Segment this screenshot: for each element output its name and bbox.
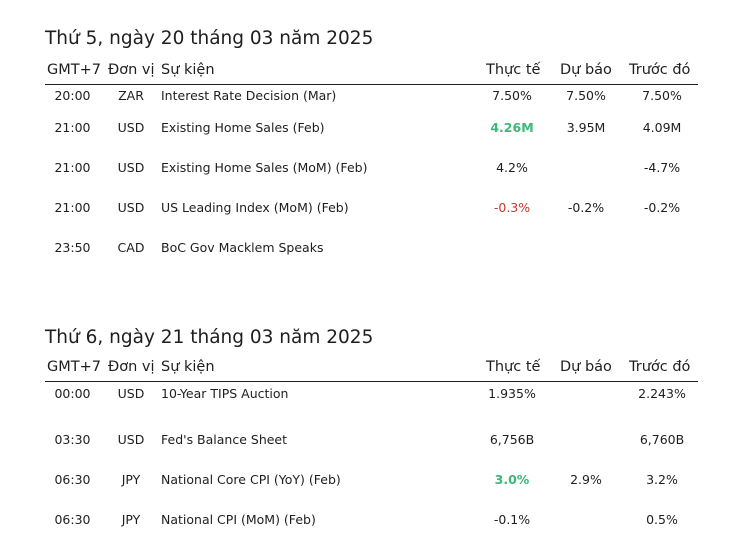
event-previous: -0.2% [643,200,681,215]
event-currency: USD [117,120,145,135]
table-row[interactable]: 00:00 USD 10-Year TIPS Auction 1.935% 2.… [45,386,698,402]
event-currency: CAD [117,240,145,255]
event-previous: 3.2% [646,472,678,487]
header-previous: Trước đó [629,359,691,375]
day-section-1: Thứ 5, ngày 20 tháng 03 năm 2025 GMT+7 Đ… [45,27,698,255]
day-section-2: Thứ 6, ngày 21 tháng 03 năm 2025 GMT+7 Đ… [45,326,698,527]
table-header: GMT+7 Đơn vị Sự kiện Thực tế Dự báo Trướ… [45,353,698,382]
event-name: Interest Rate Decision (Mar) [161,88,337,103]
event-time: 03:30 [54,432,91,447]
event-currency: JPY [121,512,141,527]
event-time: 06:30 [54,472,91,487]
event-time: 20:00 [54,88,91,103]
event-name: National Core CPI (YoY) (Feb) [161,472,341,487]
event-previous: 7.50% [642,88,682,103]
event-actual: -0.3% [493,200,531,215]
header-time: GMT+7 [47,62,101,78]
event-time: 21:00 [54,200,91,215]
table-row[interactable]: 06:30 JPY National Core CPI (YoY) (Feb) … [45,472,698,488]
header-event: Sự kiện [161,359,215,375]
header-forecast: Dự báo [560,62,612,78]
event-currency: ZAR [118,88,144,103]
event-actual: 3.0% [494,472,530,487]
event-previous: 4.09M [642,120,682,135]
event-previous: 0.5% [646,512,678,527]
header-currency: Đơn vị [108,62,155,78]
table-row[interactable]: 21:00 USD Existing Home Sales (Feb) 4.26… [45,120,698,136]
event-time: 21:00 [54,120,91,135]
event-previous: 6,760B [639,432,685,447]
event-name: 10-Year TIPS Auction [161,386,289,401]
event-name: Existing Home Sales (Feb) [161,120,325,135]
table-row[interactable]: 23:50 CAD BoC Gov Macklem Speaks [45,240,698,256]
event-actual: 1.935% [488,386,536,401]
header-actual: Thực tế [486,359,541,375]
event-name: BoC Gov Macklem Speaks [161,240,324,255]
event-forecast: 3.95M [566,120,606,135]
header-actual: Thực tế [486,62,541,78]
event-time: 00:00 [54,386,91,401]
event-time: 06:30 [54,512,91,527]
event-name: Existing Home Sales (MoM) (Feb) [161,160,368,175]
event-actual: 4.26M [490,120,534,135]
event-name: US Leading Index (MoM) (Feb) [161,200,349,215]
event-actual: 7.50% [492,88,532,103]
header-previous: Trước đó [629,62,691,78]
header-forecast: Dự báo [560,359,612,375]
event-name: Fed's Balance Sheet [161,432,288,447]
event-currency: USD [117,160,145,175]
event-currency: JPY [121,472,141,487]
table-row[interactable]: 21:00 USD Existing Home Sales (MoM) (Feb… [45,160,698,176]
table-row[interactable]: 06:30 JPY National CPI (MoM) (Feb) -0.1%… [45,512,698,528]
event-forecast: 7.50% [566,88,606,103]
event-currency: USD [117,200,145,215]
day-title: Thứ 6, ngày 21 tháng 03 năm 2025 [45,327,374,348]
event-time: 23:50 [54,240,91,255]
header-currency: Đơn vị [108,359,155,375]
table-row[interactable]: 20:00 ZAR Interest Rate Decision (Mar) 7… [45,88,698,104]
event-time: 21:00 [54,160,91,175]
event-previous: -4.7% [643,160,681,175]
event-actual: 4.2% [496,160,528,175]
table-row[interactable]: 03:30 USD Fed's Balance Sheet 6,756B 6,7… [45,432,698,448]
event-actual: 6,756B [489,432,535,447]
table-header: GMT+7 Đơn vị Sự kiện Thực tế Dự báo Trướ… [45,56,698,85]
header-time: GMT+7 [47,359,101,375]
event-forecast: -0.2% [567,200,605,215]
event-name: National CPI (MoM) (Feb) [161,512,316,527]
event-actual: -0.1% [493,512,531,527]
header-event: Sự kiện [161,62,215,78]
event-forecast: 2.9% [570,472,602,487]
day-title: Thứ 5, ngày 20 tháng 03 năm 2025 [45,28,374,49]
event-previous: 2.243% [638,386,686,401]
event-currency: USD [117,386,145,401]
table-row[interactable]: 21:00 USD US Leading Index (MoM) (Feb) -… [45,200,698,216]
event-currency: USD [117,432,145,447]
